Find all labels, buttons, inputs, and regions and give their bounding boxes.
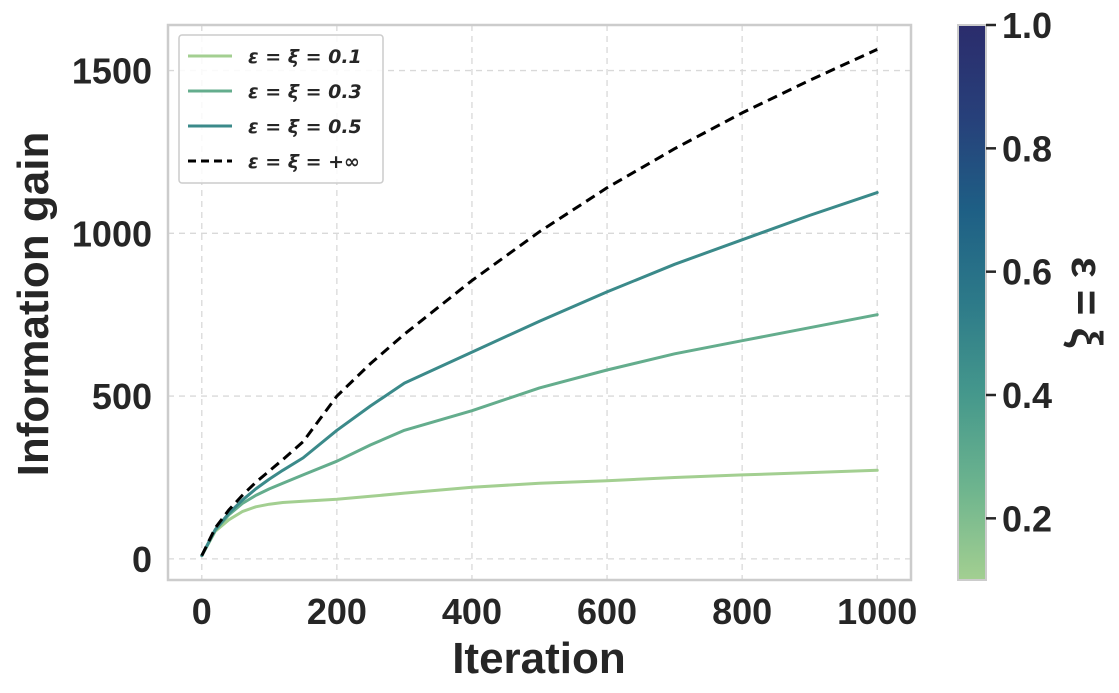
series-line-2 <box>200 313 879 558</box>
y-tick-label: 1500 <box>72 51 152 92</box>
legend-frame <box>178 34 384 184</box>
series-line-3 <box>200 191 879 558</box>
x-tick-label: 1000 <box>837 591 917 632</box>
colorbar-gradient <box>957 24 987 581</box>
x-tick-label: 600 <box>577 591 637 632</box>
y-axis-label: Information gain <box>9 132 58 477</box>
colorbar-tick-label: 0.4 <box>1002 375 1052 416</box>
colorbar-tick-label: 0.8 <box>1002 128 1052 169</box>
legend-label: ε = ξ = 0.5 <box>248 116 362 138</box>
x-tick-labels: 0 200 400 600 800 1000 <box>192 591 918 632</box>
y-tick-labels: 0 500 1000 1500 <box>72 51 152 580</box>
x-axis-label: Iteration <box>452 634 626 683</box>
colorbar-label: ε = ξ <box>1062 257 1111 348</box>
plot-frame <box>166 23 913 582</box>
x-tick-label: 800 <box>712 591 772 632</box>
colorbar: 0.2 0.4 0.6 0.8 1.0 ε = ξ <box>957 5 1111 581</box>
y-tick-label: 0 <box>132 539 152 580</box>
x-tick-label: 400 <box>442 591 502 632</box>
colorbar-tick-label: 0.6 <box>1002 252 1052 293</box>
legend-label: ε = ξ = +∞ <box>248 151 360 173</box>
x-tick-label: 200 <box>307 591 367 632</box>
legend: ε = ξ = 0.1 ε = ξ = 0.3 ε = ξ = 0.5 ε = ξ =… <box>178 34 384 184</box>
colorbar-tick-label: 1.0 <box>1002 5 1052 46</box>
y-tick-label: 1000 <box>72 213 152 254</box>
legend-label: ε = ξ = 0.3 <box>248 81 362 103</box>
plot-lines <box>200 48 879 558</box>
series-line-4 <box>200 48 878 557</box>
x-tick-label: 0 <box>192 591 212 632</box>
colorbar-ticks: 0.2 0.4 0.6 0.8 1.0 <box>986 5 1052 539</box>
y-tick-label: 500 <box>92 376 152 417</box>
colorbar-tick-label: 0.2 <box>1002 498 1052 539</box>
legend-label: ε = ξ = 0.1 <box>248 46 362 68</box>
series-line-1 <box>200 468 879 558</box>
